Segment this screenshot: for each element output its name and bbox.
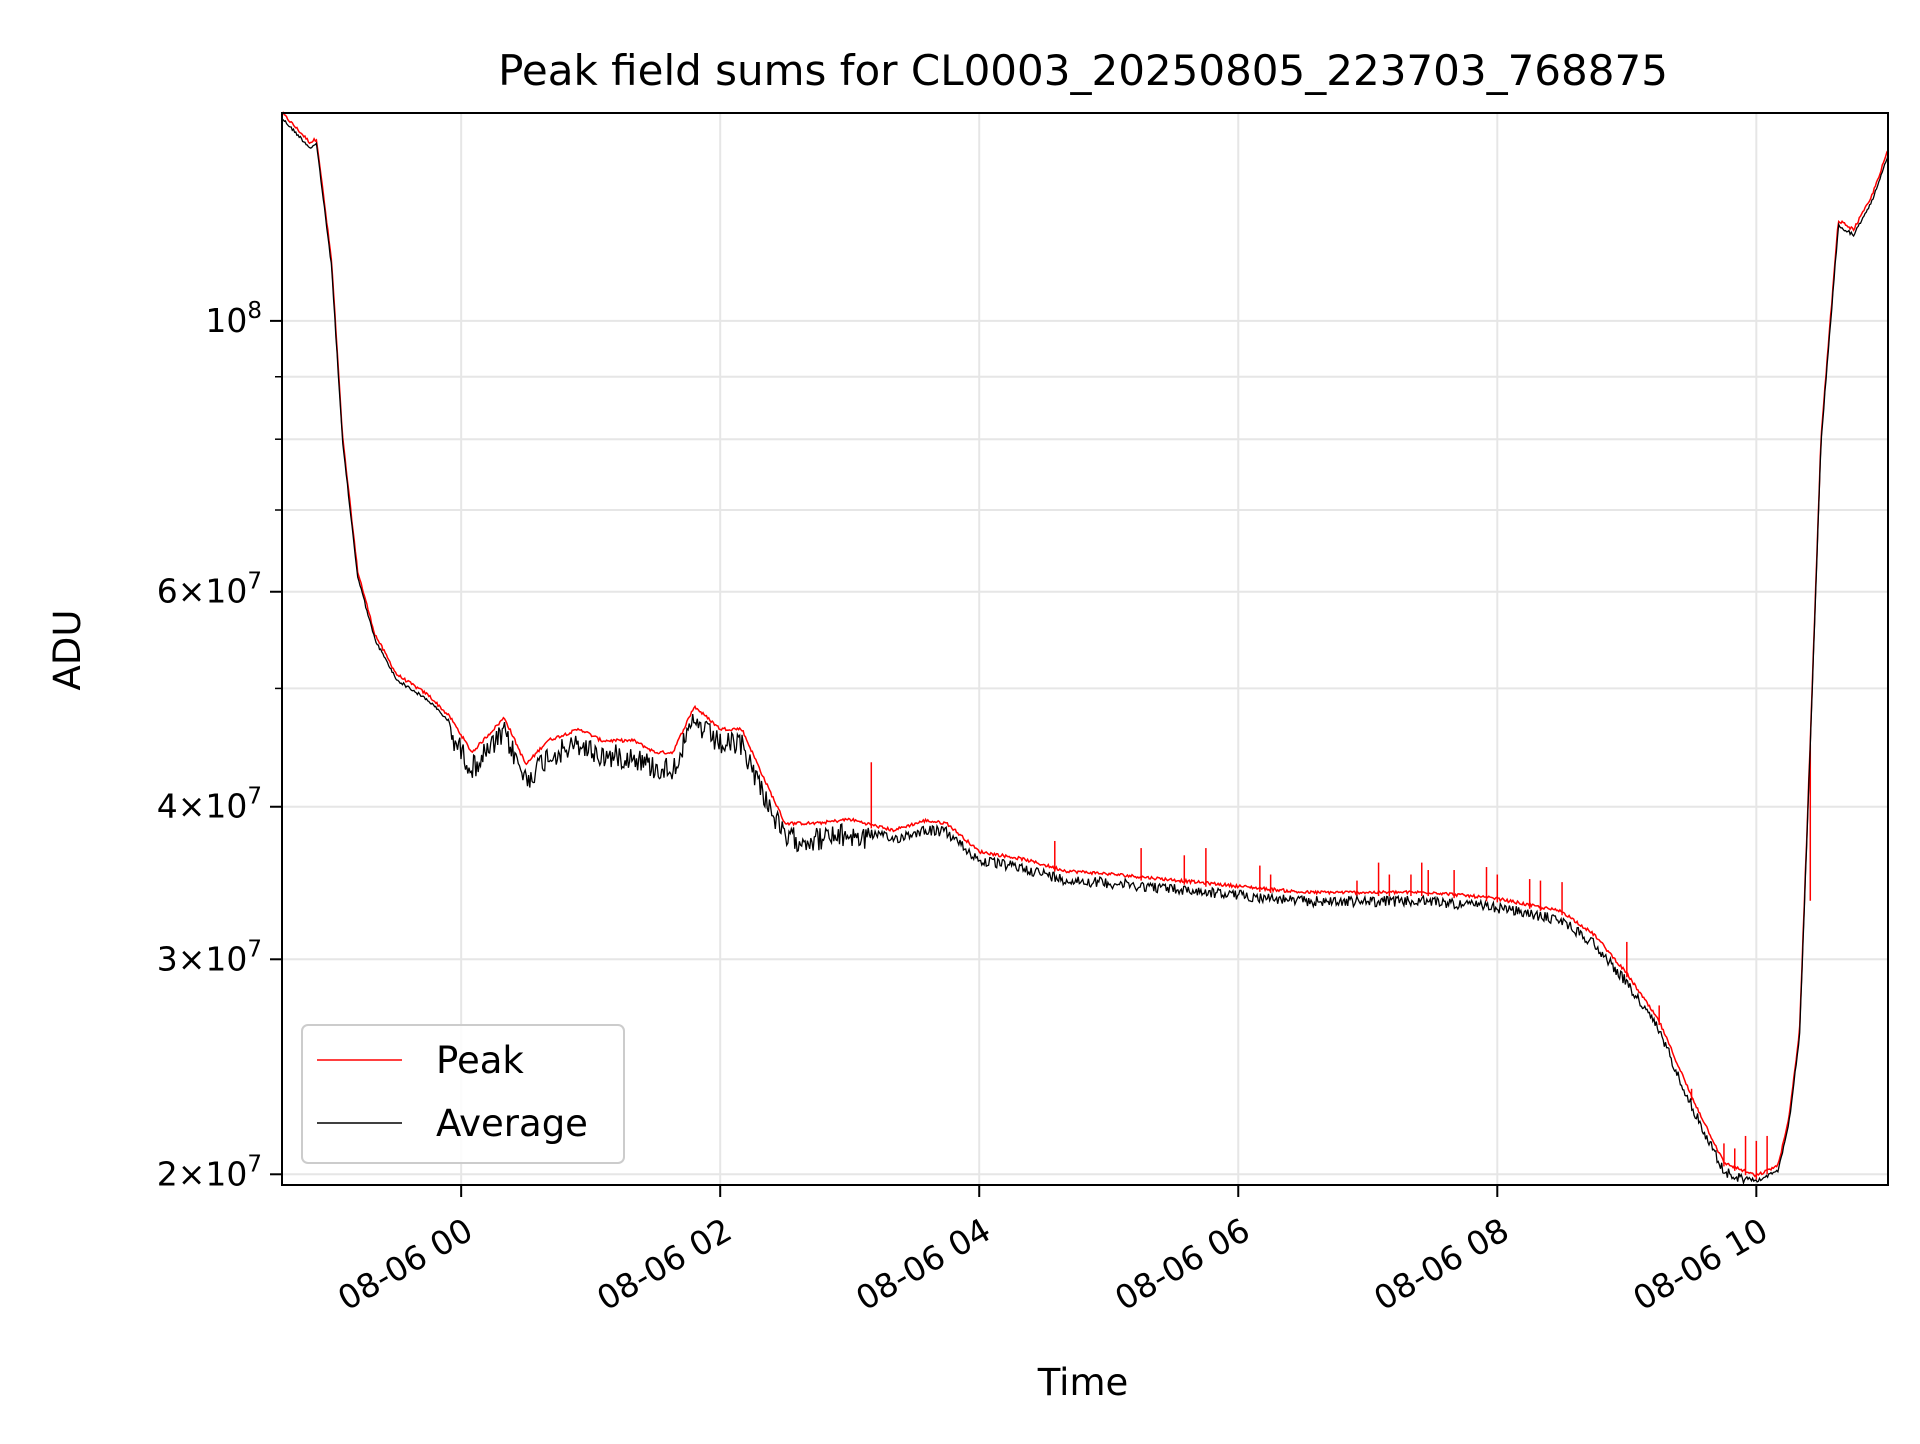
legend-label-average: Average — [436, 1102, 588, 1145]
plot-frame — [281, 112, 1889, 1186]
series-peak-line — [281, 111, 1889, 1178]
legend-label-peak: Peak — [436, 1039, 524, 1082]
y-tick-label: 2×107 — [157, 1151, 262, 1193]
chart-title: Peak field sums for CL0003_20250805_2237… — [498, 46, 1668, 95]
legend: Peak Average — [301, 1024, 625, 1164]
y-tick-label: 3×107 — [157, 936, 262, 978]
y-axis-label: ADU — [46, 610, 89, 691]
series-average-line — [281, 118, 1889, 1186]
x-axis-label: Time — [1037, 1361, 1129, 1404]
y-tick-label: 108 — [205, 298, 262, 340]
series-area — [281, 111, 1889, 1186]
y-tick-label: 4×107 — [157, 784, 262, 826]
grid — [282, 113, 1888, 1185]
y-tick-label: 6×107 — [157, 569, 262, 611]
